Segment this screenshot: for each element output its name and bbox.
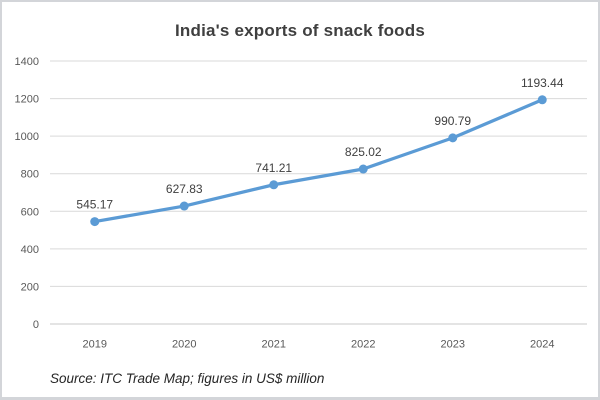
y-axis-tick-label: 600 xyxy=(21,206,39,218)
x-axis-tick-label: 2021 xyxy=(262,339,286,351)
x-axis-tick-label: 2022 xyxy=(351,339,375,351)
data-point-marker xyxy=(448,133,458,143)
data-point-marker xyxy=(358,164,368,174)
data-point-label: 1193.44 xyxy=(521,76,564,90)
data-point-marker xyxy=(90,217,100,227)
y-axis-tick-label: 200 xyxy=(21,281,39,293)
y-axis-tick-label: 800 xyxy=(21,169,39,181)
data-point-marker xyxy=(537,95,547,105)
x-axis-tick-label: 2023 xyxy=(441,339,465,351)
x-axis-tick-label: 2020 xyxy=(172,339,196,351)
x-axis-tick-label: 2024 xyxy=(530,339,554,351)
data-point-label: 627.83 xyxy=(166,182,203,196)
x-axis-tick-label: 2019 xyxy=(83,339,107,351)
y-axis-tick-label: 400 xyxy=(21,244,39,256)
y-axis-tick-label: 0 xyxy=(33,319,39,331)
y-axis-tick-label: 1400 xyxy=(15,56,39,68)
series-line xyxy=(93,98,544,224)
data-point-marker xyxy=(269,180,279,190)
source-note: Source: ITC Trade Map; figures in US$ mi… xyxy=(50,371,325,386)
data-point-label: 825.02 xyxy=(345,145,382,159)
data-point-label: 741.21 xyxy=(255,161,292,175)
y-axis-tick-label: 1000 xyxy=(15,131,39,143)
y-axis-tick-label: 1200 xyxy=(15,94,39,106)
data-point-label: 545.17 xyxy=(76,198,113,212)
chart-title: India's exports of snack foods xyxy=(175,21,425,40)
data-point-marker xyxy=(179,201,189,211)
data-point-label: 990.79 xyxy=(434,114,471,128)
